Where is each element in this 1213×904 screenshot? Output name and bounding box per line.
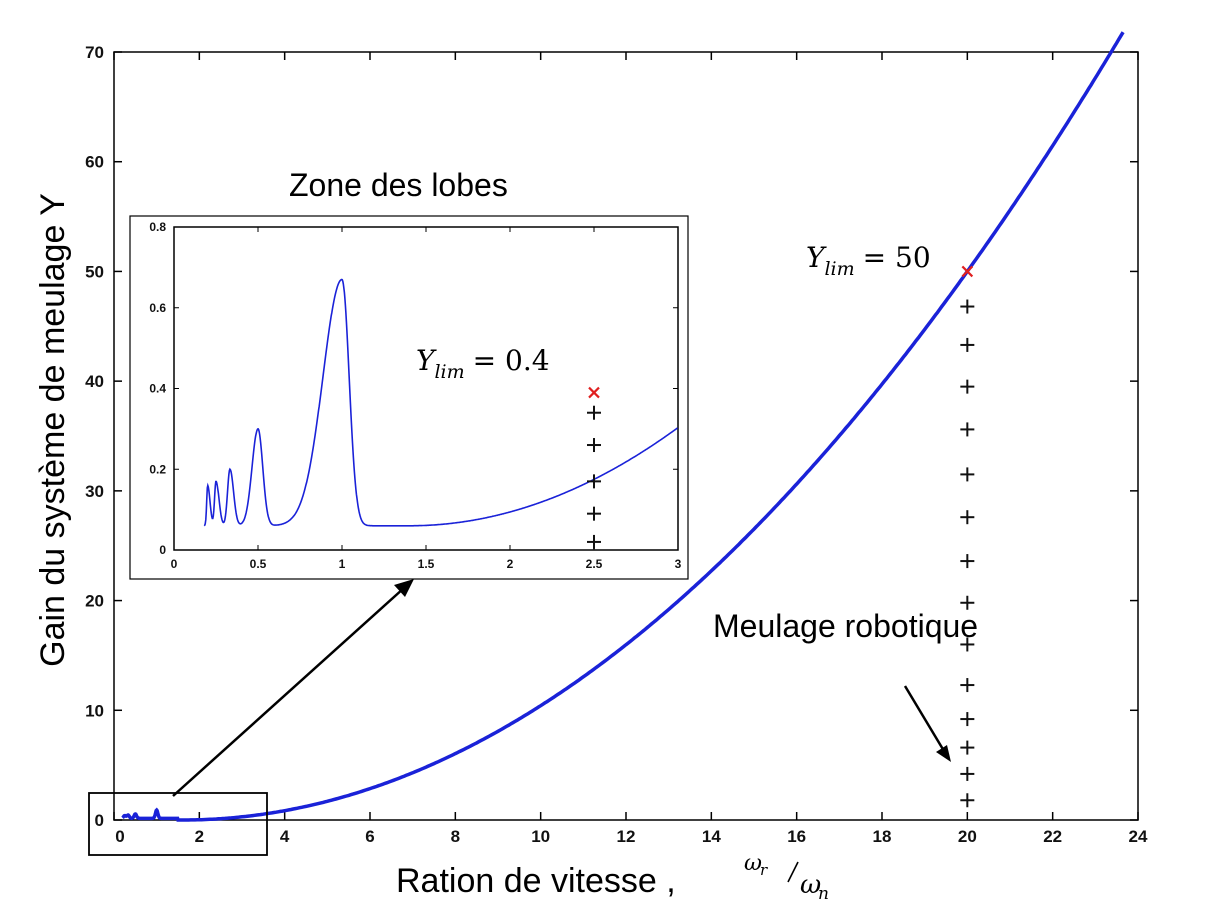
main-x-tick-label: 16 (787, 827, 806, 846)
inset-ylim-label: Ylim = 0.4 (416, 344, 550, 383)
x-axis-label-fraction: ω r ω n (744, 851, 829, 904)
main-plus-marker (960, 337, 975, 352)
inset-title: Zone des lobes (289, 167, 508, 203)
main-x-marker-stroke (961, 265, 974, 278)
inset-plus-marker (587, 474, 601, 489)
annotation-arrow-head (936, 745, 951, 762)
x-label-den-sub: n (818, 884, 829, 904)
y-axis-label: Gain du système de meulage Y (34, 193, 72, 667)
inset-x-tick-label: 1.5 (418, 557, 435, 571)
inset-x-tick-label: 0.5 (250, 557, 267, 571)
inset-y-tick-label: 0.8 (149, 220, 166, 234)
main-plus-marker (960, 595, 975, 610)
main-x-tick-labels: 0 2 4 6 8 10 12 14 16 18 20 22 24 (115, 827, 1148, 846)
main-x-tick-label: 12 (617, 827, 636, 846)
inset-y-tick-label: 0.2 (149, 462, 166, 476)
main-x-tick-label: 2 (195, 827, 204, 846)
inset-x-tick-label: 2 (507, 557, 514, 571)
zoom-arrow-line (172, 587, 405, 797)
inset-plus-marker (587, 405, 601, 420)
inset-series-line (203, 278, 678, 527)
inset-ylim-marker (588, 386, 600, 399)
inset-plus-marker (587, 438, 601, 453)
main-y-tick-label: 50 (85, 262, 104, 281)
main-y-tick-label: 0 (95, 811, 104, 830)
main-plus-marker (960, 712, 975, 727)
inset-y-tick-label: 0 (159, 543, 166, 557)
zoom-arrow-head (394, 579, 414, 597)
main-ylim-sub: lim (824, 258, 854, 280)
inset-outer-box (129, 215, 689, 580)
main-plus-marker (960, 510, 975, 525)
main-y-tick-labels: 0 10 20 30 40 50 60 70 (85, 43, 104, 830)
inset-plus-markers (587, 405, 601, 549)
main-plus-marker (960, 554, 975, 569)
main-plus-marker (960, 379, 975, 394)
main-x-tick-label: 18 (873, 827, 892, 846)
main-plus-marker (960, 766, 975, 781)
inset-x-tick-labels: 0 0.5 1 1.5 2 2.5 3 (171, 557, 682, 571)
main-ylim-value: = 50 (863, 241, 931, 274)
inset-x-tick-label: 1 (339, 557, 346, 571)
main-y-tick-label: 30 (85, 482, 104, 501)
inset-plus-marker (587, 534, 601, 549)
inset-x-tick-label: 2.5 (586, 557, 603, 571)
main-x-tick-label: 14 (702, 827, 721, 846)
inset-x-tick-label: 3 (675, 557, 682, 571)
inset-plot-frame (173, 226, 679, 551)
inset-y-tick-label: 0.6 (149, 301, 166, 315)
main-plus-marker (960, 467, 975, 482)
annotation-meulage-robotique: Meulage robotique (713, 608, 978, 644)
inset-plus-marker (587, 506, 601, 521)
main-x-tick-label: 4 (280, 827, 290, 846)
main-ylim-marker (961, 265, 974, 278)
x-label-slash (787, 861, 799, 883)
main-x-tick-label: 22 (1043, 827, 1062, 846)
annotation-arrow-line (903, 685, 946, 752)
main-plus-marker (960, 637, 975, 652)
main-ylim-symbol: Y (806, 241, 827, 274)
inset-ylim-symbol: Y (416, 344, 437, 377)
x-axis-label: Ration de vitesse , (396, 862, 676, 900)
main-x-tick-label: 20 (958, 827, 977, 846)
main-x-tick-label: 10 (531, 827, 550, 846)
inset-x-marker-stroke (588, 386, 600, 399)
inset-x-tick-label: 0 (171, 557, 178, 571)
main-plus-marker (960, 793, 975, 808)
inset-ylim-sub: lim (434, 361, 464, 383)
main-ylim-label: Ylim = 50 (806, 241, 931, 280)
main-plus-marker (960, 678, 975, 693)
main-y-tick-label: 20 (85, 592, 104, 611)
inset-y-tick-label: 0.4 (149, 382, 166, 396)
x-label-num: ω (744, 851, 762, 876)
main-y-tick-label: 70 (85, 43, 104, 62)
main-series-line (121, 31, 1125, 822)
main-plus-marker (960, 740, 975, 755)
main-y-tick-label: 40 (85, 372, 104, 391)
main-plus-marker (960, 422, 975, 437)
main-y-tick-label: 10 (85, 701, 104, 720)
main-x-tick-label: 6 (365, 827, 374, 846)
x-label-num-sub: r (760, 861, 768, 879)
inset-y-tick-labels: 0 0.2 0.4 0.6 0.8 (149, 220, 166, 557)
main-plus-markers (960, 299, 975, 808)
main-plus-marker (960, 299, 975, 314)
main-ticks (113, 51, 1139, 821)
main-x-tick-label: 0 (115, 827, 124, 846)
main-y-tick-label: 60 (85, 153, 104, 172)
inset-ylim-value: = 0.4 (473, 344, 550, 377)
x-label-den: ω (800, 870, 821, 900)
main-x-tick-label: 8 (451, 827, 460, 846)
main-x-tick-label: 24 (1129, 827, 1148, 846)
